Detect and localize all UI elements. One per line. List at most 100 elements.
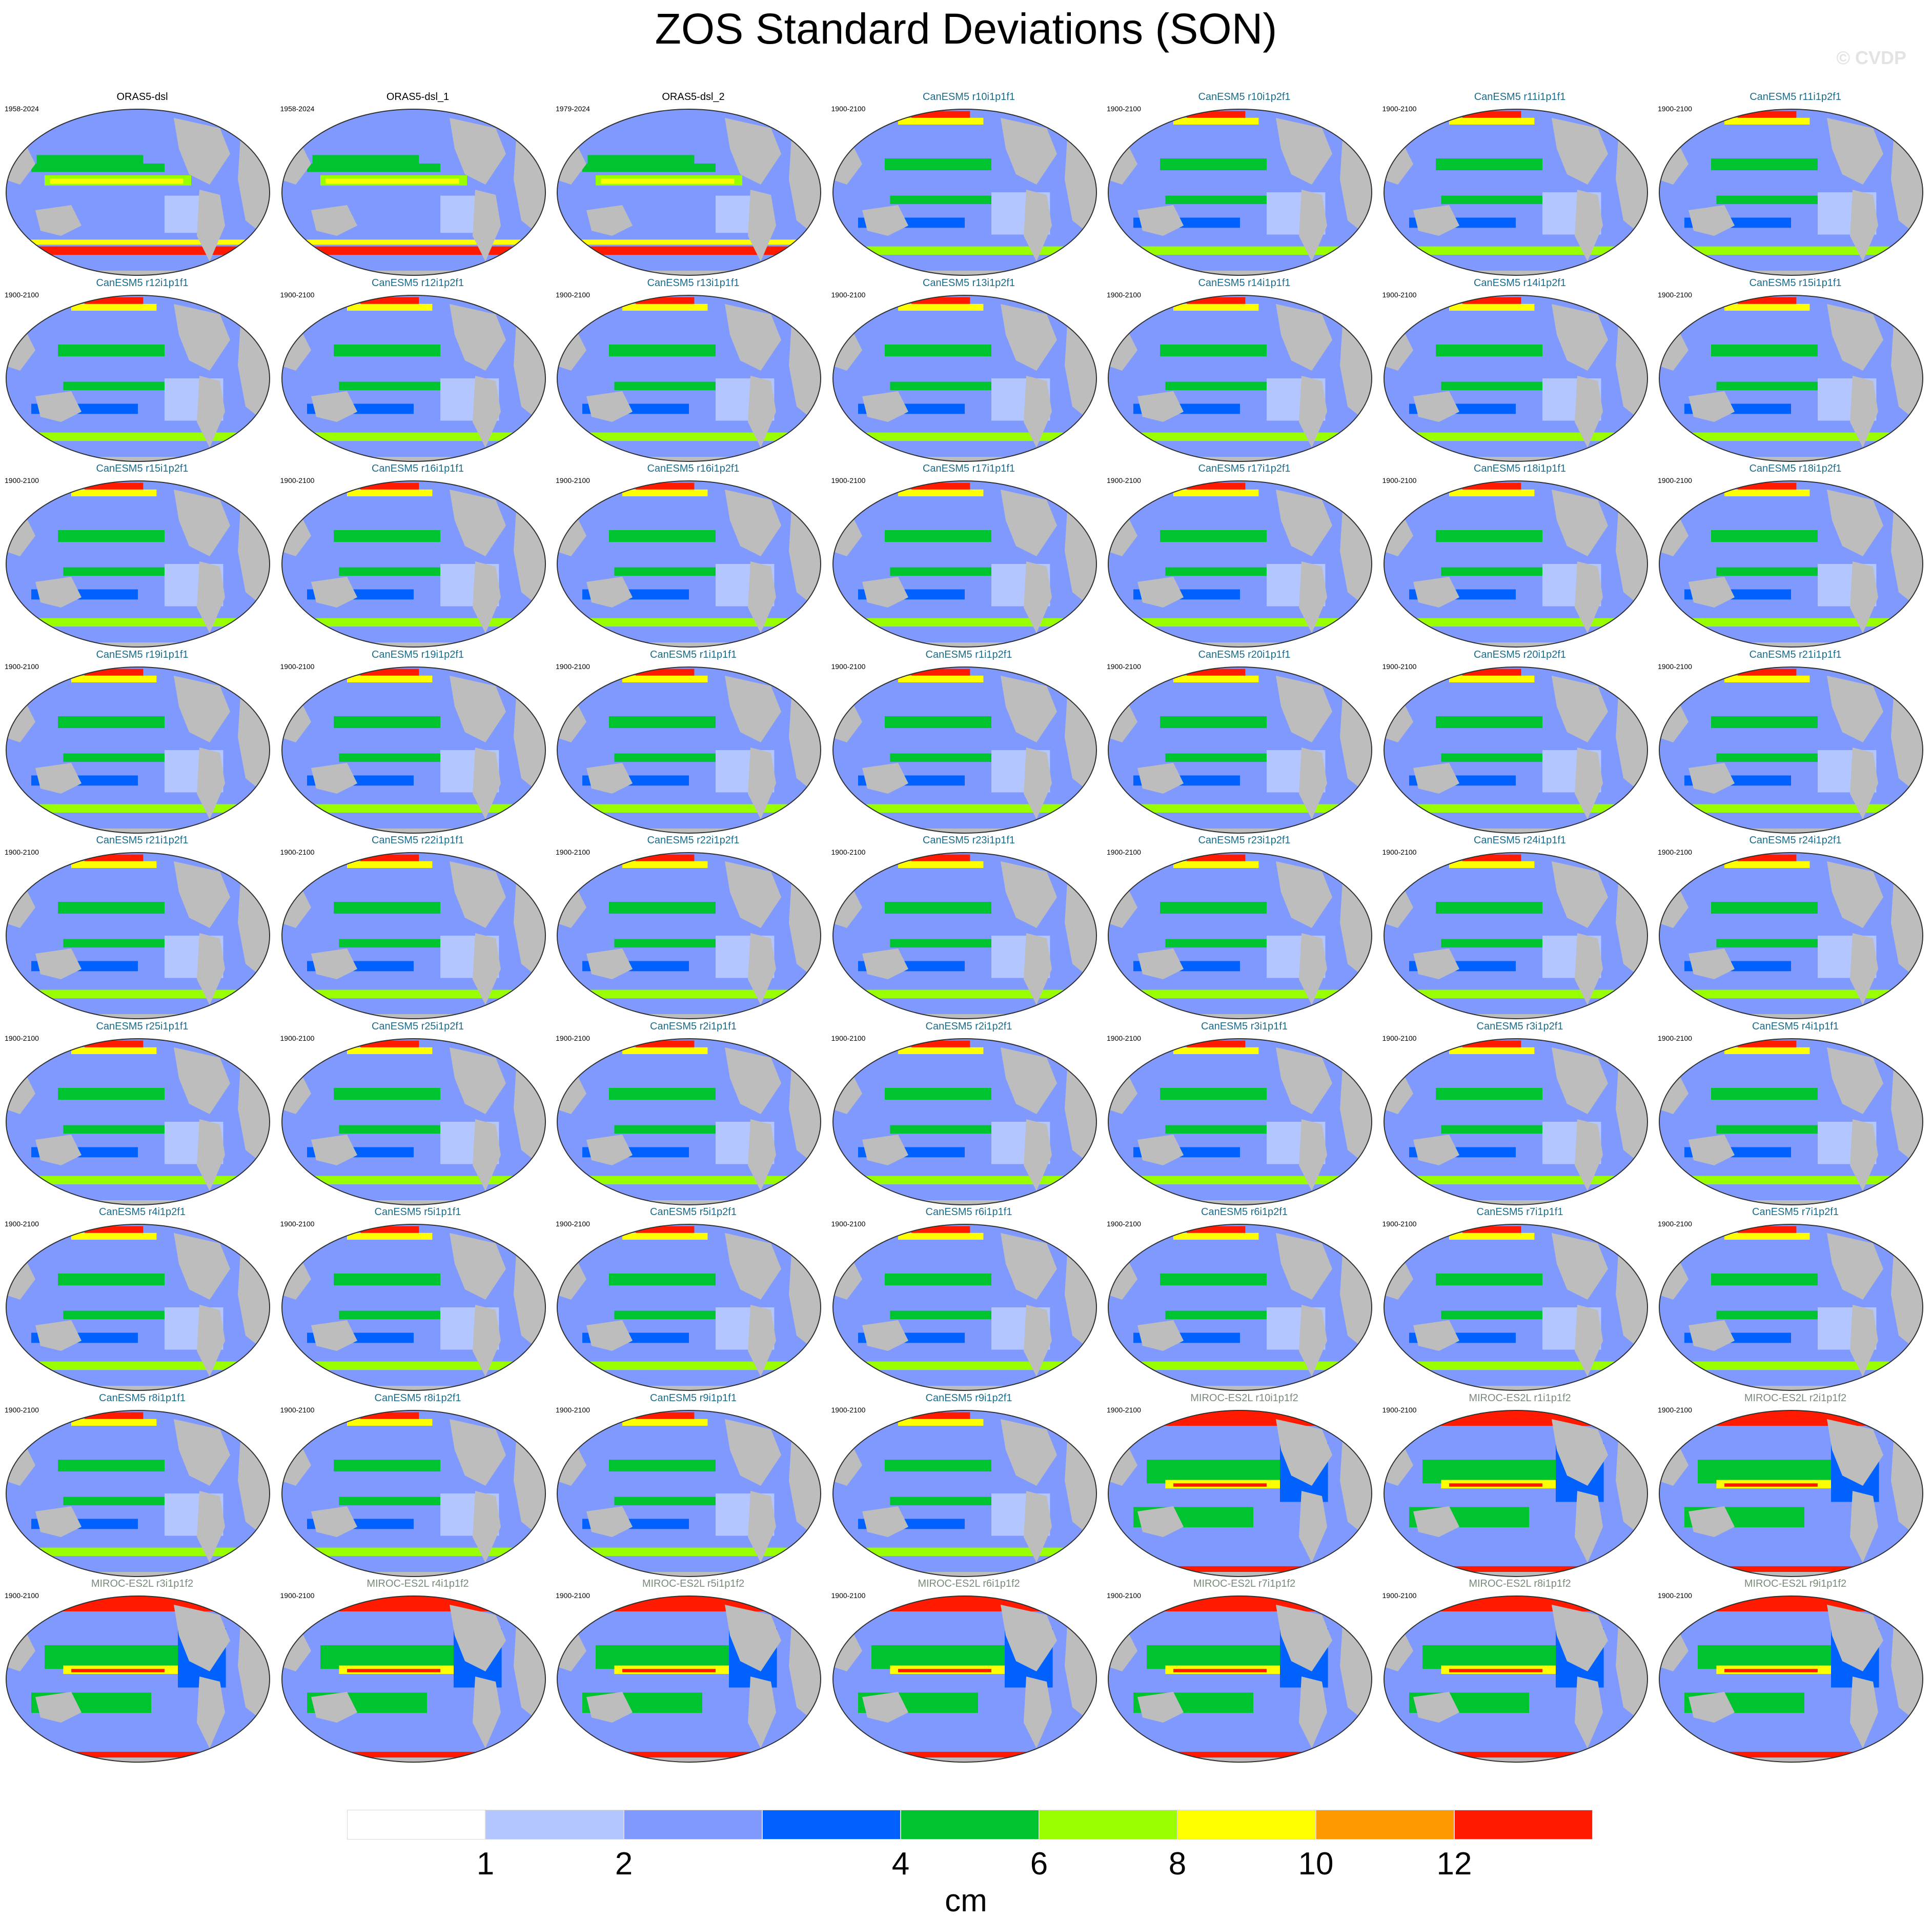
- variance-band: [1449, 304, 1534, 311]
- variance-band: [1671, 989, 1898, 999]
- variance-band: [1160, 158, 1267, 171]
- map-panel: CanESM5 r2i1p1f1 1900-2100: [556, 1021, 831, 1207]
- variance-band: [889, 381, 1023, 390]
- land-mass: [35, 205, 82, 236]
- map-outline: [1659, 480, 1923, 648]
- variance-band: [71, 675, 157, 682]
- land-mass: [748, 1676, 776, 1748]
- land-mass: [1659, 1571, 1923, 1577]
- variance-band: [1724, 304, 1810, 311]
- land-mass: [449, 1233, 506, 1300]
- panel-title: CanESM5 r22i1p1f1: [371, 835, 464, 846]
- panel-years: 1900-2100: [1107, 1220, 1141, 1228]
- land-mass: [1384, 1014, 1648, 1019]
- variance-band: [293, 239, 534, 245]
- map-plot: [1383, 1409, 1648, 1577]
- map-panel: CanESM5 r19i1p1f1 1900-2100: [5, 649, 280, 835]
- land-mass: [1384, 271, 1648, 275]
- map-outline: [832, 1224, 1097, 1391]
- variance-band: [1147, 1410, 1333, 1426]
- land-mass: [1689, 577, 1735, 608]
- variance-band: [587, 155, 695, 166]
- map-plot: [1108, 294, 1372, 462]
- land-mass: [1108, 1386, 1372, 1390]
- panel-years: 1900-2100: [1658, 1591, 1692, 1600]
- land-mass: [35, 948, 82, 979]
- land-mass: [1276, 675, 1332, 742]
- land-mass: [832, 1758, 1096, 1762]
- map-outline: [557, 480, 821, 648]
- land-mass: [1299, 933, 1327, 1005]
- land-mass: [197, 1676, 225, 1748]
- land-mass: [472, 933, 501, 1005]
- variance-band: [18, 804, 245, 813]
- map-panel: CanESM5 r18i1p1f1 1900-2100: [1382, 463, 1658, 649]
- panel-title: MIROC-ES2L r1i1p1f2: [1469, 1392, 1571, 1404]
- panel-title: CanESM5 r12i1p1f1: [96, 277, 189, 289]
- variance-band: [1724, 489, 1810, 496]
- variance-band: [18, 989, 245, 999]
- panel-title: CanESM5 r10i1p2f1: [1198, 91, 1291, 103]
- map-panel: CanESM5 r22i1p1f1 1900-2100: [280, 835, 556, 1021]
- variance-band: [1120, 1176, 1347, 1184]
- variance-band: [844, 804, 1071, 813]
- land-mass: [1551, 1419, 1608, 1486]
- land-mass: [1659, 1014, 1923, 1019]
- land-mass: [586, 391, 633, 422]
- variance-band: [898, 675, 983, 682]
- map-outline: [557, 1595, 821, 1763]
- variance-band: [614, 1497, 748, 1505]
- variance-band: [1698, 1645, 1844, 1669]
- variance-band: [1711, 158, 1818, 171]
- land-mass: [1299, 1119, 1327, 1191]
- variance-band: [63, 381, 197, 390]
- land-mass: [35, 577, 82, 608]
- variance-band: [347, 1669, 440, 1672]
- variance-band: [1724, 675, 1810, 682]
- panel-title: CanESM5 r22i1p2f1: [647, 835, 740, 846]
- panel-title: CanESM5 r1i1p1f1: [650, 649, 737, 660]
- panel-title: ORAS5-dsl: [116, 91, 168, 103]
- variance-band: [1395, 618, 1622, 627]
- land-mass: [35, 1320, 82, 1351]
- variance-band: [569, 618, 796, 627]
- land-mass: [281, 1758, 545, 1762]
- land-mass: [1551, 304, 1608, 371]
- map-outline: [1383, 1224, 1648, 1391]
- panel-title: CanESM5 r11i1p2f1: [1750, 91, 1841, 103]
- variance-band: [622, 1419, 708, 1426]
- land-mass: [1384, 828, 1648, 833]
- land-mass: [1827, 1605, 1883, 1671]
- panel-years: 1900-2100: [556, 1220, 590, 1228]
- map-panel: CanESM5 r5i1p2f1 1900-2100: [556, 1206, 831, 1392]
- land-mass: [1023, 1119, 1052, 1191]
- colorbar-tick-label: 1: [476, 1846, 495, 1882]
- map-outline: [281, 1595, 546, 1763]
- variance-band: [1449, 1233, 1534, 1240]
- variance-band: [569, 432, 796, 441]
- land-mass: [174, 490, 230, 556]
- land-mass: [6, 642, 270, 647]
- map-outline: [832, 1038, 1097, 1205]
- copyright-label: © CVDP: [1836, 47, 1906, 68]
- land-mass: [725, 1233, 781, 1300]
- variance-band: [601, 178, 735, 184]
- map-panel: CanESM5 r25i1p1f1 1900-2100: [5, 1021, 280, 1207]
- variance-band: [1671, 804, 1898, 813]
- panel-title: MIROC-ES2L r7i1p1f2: [1193, 1578, 1296, 1589]
- variance-band: [844, 618, 1071, 627]
- variance-band: [871, 1596, 1058, 1611]
- variance-band: [58, 1087, 165, 1100]
- land-mass: [281, 828, 545, 833]
- panel-years: 1900-2100: [1382, 848, 1417, 856]
- land-mass: [1023, 933, 1052, 1005]
- colorbar-tick-label: 6: [1030, 1846, 1048, 1882]
- map-panel: CanESM5 r23i1p2f1 1900-2100: [1107, 835, 1382, 1021]
- map-plot: [832, 1038, 1097, 1205]
- map-plot: [6, 852, 270, 1019]
- variance-band: [1173, 304, 1259, 311]
- land-mass: [1137, 1134, 1184, 1165]
- variance-band: [293, 1176, 520, 1184]
- panel-years: 1900-2100: [1382, 476, 1417, 484]
- map-plot: [281, 480, 546, 648]
